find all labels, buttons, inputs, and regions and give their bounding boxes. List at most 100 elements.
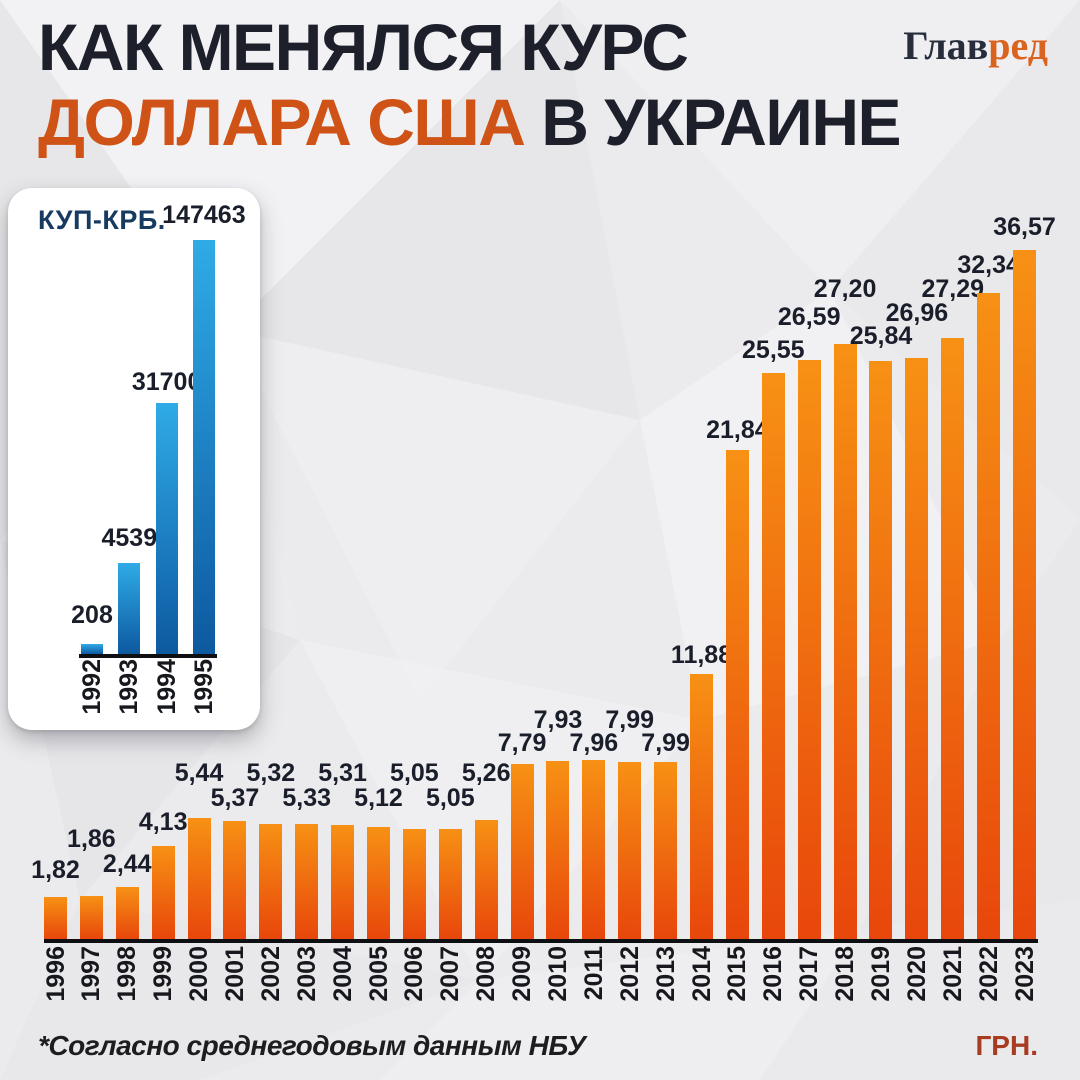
main-value-label-2000: 5,44: [174, 759, 224, 787]
page-title-line2: ДОЛЛАРА США В УКРАИНЕ: [38, 85, 902, 160]
main-bar-2017: [797, 360, 821, 939]
main-year-label-2004: 2004: [328, 946, 357, 1002]
inset-bar-1994: [155, 403, 178, 654]
main-bar-2000: [187, 818, 211, 939]
main-year-label-2002: 2002: [256, 946, 285, 1002]
main-bar-2013: [654, 762, 678, 939]
main-year-label-2020: 2020: [902, 946, 931, 1002]
main-year-label-1996: 1996: [41, 946, 70, 1002]
main-year-label-2006: 2006: [400, 946, 429, 1002]
main-value-label-2020: 26,96: [885, 299, 949, 327]
main-bar-2020: [905, 358, 929, 939]
main-value-label-1996: 1,82: [31, 856, 80, 884]
main-value-label-2023: 36,57: [993, 213, 1056, 241]
main-bar-2022: [977, 293, 1001, 939]
main-bar-1998: [115, 887, 139, 939]
main-x-axis: [44, 939, 1038, 943]
main-bar-2008: [474, 820, 498, 939]
main-value-label-2003: 5,33: [282, 784, 332, 812]
main-year-label-2018: 2018: [831, 946, 860, 1002]
main-bar-2003: [295, 824, 319, 939]
main-year-label-2013: 2013: [651, 946, 680, 1002]
main-value-label-2009: 7,79: [497, 729, 547, 757]
main-value-label-2018: 27,20: [813, 275, 877, 303]
page-title: КАК МЕНЯЛСЯ КУРС ДОЛЛАРА США В УКРАИНЕ: [38, 10, 902, 160]
main-year-label-2023: 2023: [1010, 946, 1039, 1002]
main-bar-2006: [402, 829, 426, 939]
main-value-label-2005: 5,12: [354, 784, 403, 812]
main-bar-2012: [618, 762, 642, 939]
source-footnote: *Согласно среднегодовым данным НБУ: [38, 1030, 586, 1061]
main-value-label-2001: 5,37: [210, 784, 260, 812]
main-bar-2010: [546, 761, 570, 939]
main-year-label-2008: 2008: [472, 946, 501, 1002]
main-bar-2018: [833, 344, 857, 939]
main-bar-1999: [151, 846, 175, 939]
main-value-label-2016: 25,55: [742, 336, 805, 364]
main-value-label-2002: 5,32: [246, 759, 296, 787]
main-year-label-2007: 2007: [436, 946, 465, 1002]
logo-part-accent: ред: [988, 23, 1048, 68]
main-year-label-1999: 1999: [149, 946, 178, 1002]
main-year-label-2005: 2005: [364, 946, 393, 1002]
main-bar-2005: [367, 827, 390, 939]
main-bar-1997: [79, 896, 103, 939]
logo-part-dark: Глав: [903, 23, 989, 68]
main-year-label-2017: 2017: [795, 946, 824, 1002]
main-value-label-2012: 7,99: [605, 706, 655, 734]
main-bar-2014: [690, 674, 714, 939]
inset-bar-1995: [192, 240, 215, 654]
main-bar-2016: [761, 373, 785, 939]
inset-bar-1992: [81, 644, 103, 654]
main-year-label-2010: 2010: [543, 946, 572, 1002]
main-value-label-2013: 7,99: [641, 729, 690, 757]
inset-value-label-1995: 147463: [162, 201, 246, 229]
main-value-label-2010: 7,93: [533, 706, 583, 734]
main-year-label-2015: 2015: [723, 946, 752, 1002]
main-year-label-2022: 2022: [974, 946, 1003, 1002]
main-bar-2019: [869, 361, 893, 939]
main-bar-2004: [331, 825, 355, 939]
main-value-label-2014: 11,88: [670, 641, 733, 669]
title-text-dark-1: КАК МЕНЯЛСЯ КУРС: [38, 10, 689, 84]
main-bar-2007: [438, 829, 462, 939]
page-title-line1: КАК МЕНЯЛСЯ КУРС: [38, 10, 900, 85]
main-bar-1996: [44, 897, 67, 939]
main-bar-2015: [725, 450, 749, 939]
main-year-label-2014: 2014: [687, 946, 716, 1002]
inset-value-label-1993: 4539: [101, 524, 158, 552]
main-value-label-2021: 27,29: [921, 275, 985, 303]
main-year-label-2003: 2003: [292, 946, 321, 1002]
main-value-label-1999: 4,13: [138, 808, 188, 836]
main-value-label-2011: 7,96: [569, 729, 619, 757]
main-value-label-2017: 26,59: [777, 303, 841, 331]
main-value-label-2004: 5,31: [318, 759, 367, 787]
main-value-label-2006: 5,05: [390, 759, 439, 787]
main-year-label-2019: 2019: [866, 946, 895, 1002]
main-value-label-2022: 32,34: [957, 251, 1020, 279]
main-value-label-2015: 21,84: [706, 416, 769, 444]
main-year-label-1998: 1998: [113, 946, 142, 1002]
currency-unit-label: ГРН.: [975, 1030, 1038, 1061]
main-year-label-2011: 2011: [579, 946, 608, 1001]
inset-currency-label: КУП-КРБ.: [38, 205, 166, 235]
main-value-label-2019: 25,84: [849, 322, 913, 350]
main-bar-2001: [223, 821, 247, 939]
main-year-label-2009: 2009: [508, 946, 537, 1002]
main-bar-2021: [941, 338, 965, 939]
inset-bar-1993: [118, 563, 141, 654]
title-text-accent: ДОЛЛАРА США: [38, 85, 526, 159]
main-year-label-2021: 2021: [938, 946, 967, 1002]
main-year-label-2012: 2012: [615, 946, 644, 1002]
main-bar-2009: [510, 764, 534, 939]
main-year-label-2001: 2001: [220, 946, 249, 1002]
main-bar-2002: [259, 824, 283, 939]
inset-value-label-1992: 208: [71, 601, 113, 629]
main-bar-2011: [582, 760, 606, 939]
inset-x-axis: [79, 654, 217, 658]
main-year-label-2000: 2000: [185, 946, 214, 1002]
main-year-label-1997: 1997: [77, 946, 106, 1002]
main-year-label-2016: 2016: [759, 946, 788, 1002]
